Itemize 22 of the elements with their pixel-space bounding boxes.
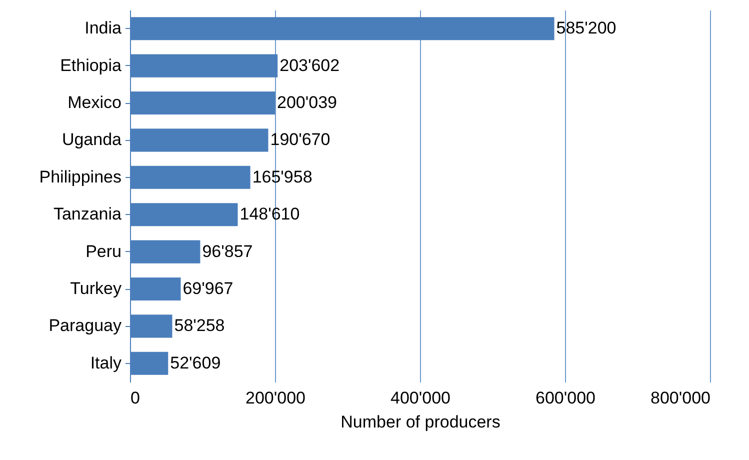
y-tick-label: Uganda	[62, 130, 122, 150]
y-tick-label: Ethiopia	[60, 56, 122, 75]
y-tick-label: India	[84, 18, 122, 38]
y-tick-label: Paraguay	[48, 316, 122, 336]
data-label: 203'602	[280, 56, 340, 75]
y-tick-label: Mexico	[68, 93, 122, 112]
x-axis-title: Number of producers	[340, 412, 500, 432]
y-tick-label: Italy	[90, 353, 122, 372]
x-tick-label: 600'000	[536, 388, 596, 408]
data-label: 52'609	[170, 353, 221, 372]
data-label: 69'967	[182, 279, 234, 298]
x-tick-label: 0	[130, 388, 140, 408]
data-label: 58'258	[174, 316, 225, 336]
y-tick-label: Tanzania	[53, 204, 122, 224]
x-tick-label: 200'000	[246, 388, 306, 408]
y-tick-label: Peru	[86, 242, 122, 261]
x-tick-label: 800'000	[650, 388, 710, 408]
y-tick-label: Philippines	[39, 167, 122, 186]
y-tick-label: Turkey	[70, 279, 122, 298]
data-label: 96'857	[202, 242, 253, 261]
x-tick-label: 400'000	[390, 388, 450, 408]
data-label: 200'039	[277, 93, 338, 112]
